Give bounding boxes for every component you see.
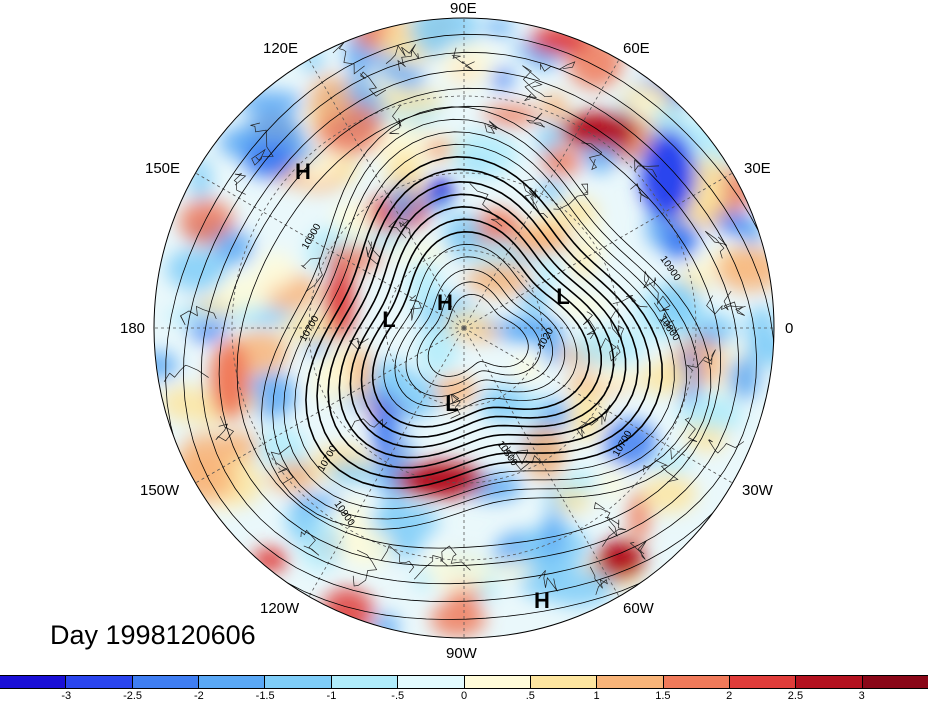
colorbar-swatch xyxy=(464,676,531,688)
low-pressure-marker: L xyxy=(382,307,396,332)
colorbar-tick-label: 2.5 xyxy=(787,690,804,702)
lon-label-0: 0 xyxy=(785,320,794,337)
graticule xyxy=(154,18,774,638)
colorbar-swatch xyxy=(331,676,399,688)
colorbar xyxy=(0,675,928,689)
lon-label-120e: 120E xyxy=(263,40,299,57)
lon-label-90e: 90E xyxy=(450,0,477,17)
colorbar-swatch xyxy=(398,676,465,688)
temperature-anomaly-field xyxy=(154,18,774,638)
map-boundary xyxy=(153,17,775,639)
colorbar-tick-label: -1.5 xyxy=(255,690,275,702)
colorbar-swatch xyxy=(597,676,664,688)
colorbar-swatch xyxy=(530,676,598,688)
colorbar-tick-label: .5 xyxy=(525,690,535,702)
lon-label-60w: 60W xyxy=(623,600,654,617)
colorbar-swatch xyxy=(862,676,928,688)
colorbar-tick-label: -2 xyxy=(193,690,204,702)
high-pressure-marker: H xyxy=(295,159,311,184)
colorbar-swatch xyxy=(199,676,266,688)
date-caption: Day 1998120606 xyxy=(50,620,256,650)
lon-label-90w: 90W xyxy=(446,645,477,662)
lon-label-120w: 120W xyxy=(260,600,300,617)
lon-label-30w: 30W xyxy=(742,482,773,499)
colorbar-tick-label: 0 xyxy=(460,690,468,702)
colorbar-tick-label: -3 xyxy=(61,690,72,702)
colorbar-tick-label: 2 xyxy=(726,690,733,702)
coastline-layer xyxy=(163,42,746,595)
colorbar-tick-label: 3 xyxy=(858,690,865,702)
colorbar-swatch xyxy=(729,676,797,688)
low-pressure-marker: L xyxy=(556,284,570,309)
colorbar-tick-label: -2.5 xyxy=(123,690,143,702)
colorbar-swatch xyxy=(265,676,332,688)
high-pressure-marker: H xyxy=(534,588,550,613)
colorbar-tick-label: -.5 xyxy=(391,690,405,702)
lon-label-150w: 150W xyxy=(140,482,180,499)
colorbar-tick-label: -1 xyxy=(326,690,337,702)
colorbar-swatch xyxy=(66,676,133,688)
colorbar-swatch xyxy=(796,676,863,688)
colorbar-tick-label: 1.5 xyxy=(655,690,671,702)
colorbar-swatch xyxy=(0,676,67,688)
low-pressure-marker: L xyxy=(445,391,459,416)
colorbar-tick-label: 1 xyxy=(593,690,600,702)
colorbar-swatch xyxy=(132,676,200,688)
height-contours xyxy=(165,33,774,620)
lon-label-150e: 150E xyxy=(145,160,181,177)
lon-label-180: 180 xyxy=(120,320,146,337)
lon-label-30e: 30E xyxy=(744,160,771,177)
colorbar-swatch xyxy=(663,676,730,688)
high-pressure-marker: H xyxy=(437,290,453,315)
lon-label-60e: 60E xyxy=(623,40,650,57)
